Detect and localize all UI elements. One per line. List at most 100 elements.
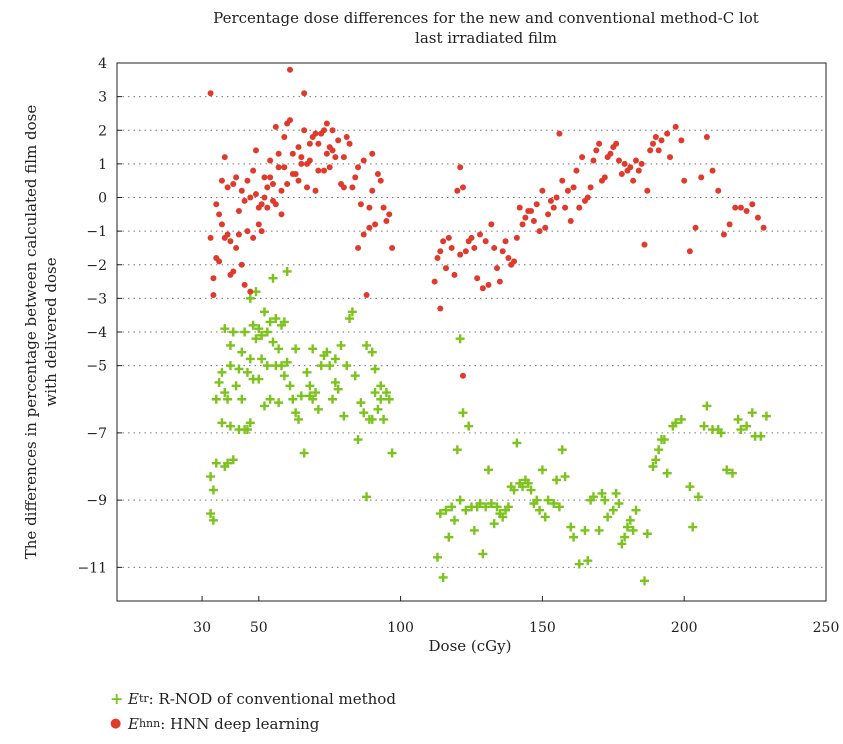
hnn-point [224, 184, 231, 191]
conventional-point [447, 502, 457, 512]
conventional-point [716, 428, 726, 438]
hnn-point [434, 255, 441, 262]
hnn-point [431, 278, 438, 285]
hnn-point [570, 184, 577, 191]
hnn-point [292, 170, 299, 177]
hnn-point [289, 150, 296, 157]
conventional-point [733, 414, 743, 424]
hnn-point [471, 244, 478, 251]
hnn-point [366, 204, 373, 211]
conventional-point [206, 509, 216, 519]
hnn-point [715, 187, 722, 194]
hnn-point [377, 177, 384, 184]
hnn-point [216, 258, 223, 265]
conventional-point [557, 445, 567, 455]
hnn-point [496, 278, 503, 285]
conventional-point [512, 438, 522, 448]
conventional-point [518, 482, 528, 492]
conventional-point [265, 394, 275, 404]
conventional-point [727, 468, 737, 478]
hnn-point [241, 281, 248, 288]
y-tick-label: 2 [98, 123, 107, 139]
chart-subtitle: last irradiated film [415, 29, 557, 47]
hnn-point [264, 204, 271, 211]
hnn-point [479, 285, 486, 292]
conventional-point [308, 394, 318, 404]
conventional-point [296, 391, 306, 401]
conventional-point [631, 505, 641, 515]
conventional-point [532, 495, 542, 505]
y-tick-label: −3 [86, 291, 107, 307]
hnn-point [335, 137, 342, 144]
hnn-point [703, 133, 710, 140]
hnn-point [652, 133, 659, 140]
conventional-point [237, 394, 247, 404]
conventional-point [489, 519, 499, 529]
hnn-point [213, 201, 220, 208]
hnn-point [533, 201, 540, 208]
hnn-point [372, 221, 379, 228]
conventional-point [254, 324, 264, 334]
conventional-point [469, 525, 479, 535]
y-axis-ticks: 4 3 2 1 0 −1 −2 −3 −4 −5 −7 −9 −11 [77, 56, 122, 576]
hnn-point [286, 66, 293, 73]
hnn-point [383, 218, 390, 225]
conventional-point [685, 482, 695, 492]
hnn-point [230, 181, 237, 188]
plus-marker-icon: + [110, 689, 124, 708]
hnn-point [596, 140, 603, 147]
y-tick-label: −11 [77, 560, 107, 576]
conventional-point [608, 505, 618, 515]
hnn-point [386, 211, 393, 218]
conventional-point [259, 307, 269, 317]
conventional-point [722, 465, 732, 475]
conventional-point [282, 357, 292, 367]
conventional-point [257, 354, 267, 364]
conventional-point [628, 525, 638, 535]
conventional-point [554, 502, 564, 512]
conventional-point [381, 388, 391, 398]
hnn-point [281, 164, 288, 171]
hnn-point [389, 244, 396, 251]
conventional-point [603, 512, 613, 522]
hnn-point [323, 150, 330, 157]
hnn-point [437, 248, 444, 255]
x-tick-label: 50 [250, 620, 268, 636]
conventional-point [455, 495, 465, 505]
hnn-point [647, 147, 654, 154]
hnn-point [221, 154, 228, 161]
hnn-point [244, 177, 251, 184]
hnn-point [233, 244, 240, 251]
hnn-point [278, 211, 285, 218]
hnn-point [477, 231, 484, 238]
conventional-point [611, 488, 621, 498]
conventional-point [676, 414, 686, 424]
hnn-point [230, 268, 237, 275]
hnn-point [522, 214, 529, 221]
conventional-point [282, 266, 292, 276]
conventional-point [245, 418, 255, 428]
conventional-point [220, 324, 230, 334]
hnn-point [579, 154, 586, 161]
conventional-point [257, 330, 267, 340]
hnn-point [343, 133, 350, 140]
conventional-point [461, 505, 471, 515]
hnn-point [295, 177, 302, 184]
hnn-point [252, 147, 259, 154]
conventional-point [659, 435, 669, 445]
hnn-point [749, 201, 756, 208]
conventional-point [316, 361, 326, 371]
conventional-point [225, 340, 235, 350]
conventional-point [265, 317, 275, 327]
conventional-point [761, 411, 771, 421]
grid-lines [117, 62, 826, 568]
hnn-point [491, 244, 498, 251]
conventional-point [464, 421, 474, 431]
conventional-point [262, 361, 272, 371]
conventional-point [242, 367, 252, 377]
hnn-point [681, 177, 688, 184]
conventional-point [225, 361, 235, 371]
hnn-point [613, 140, 620, 147]
hnn-point [357, 201, 364, 208]
